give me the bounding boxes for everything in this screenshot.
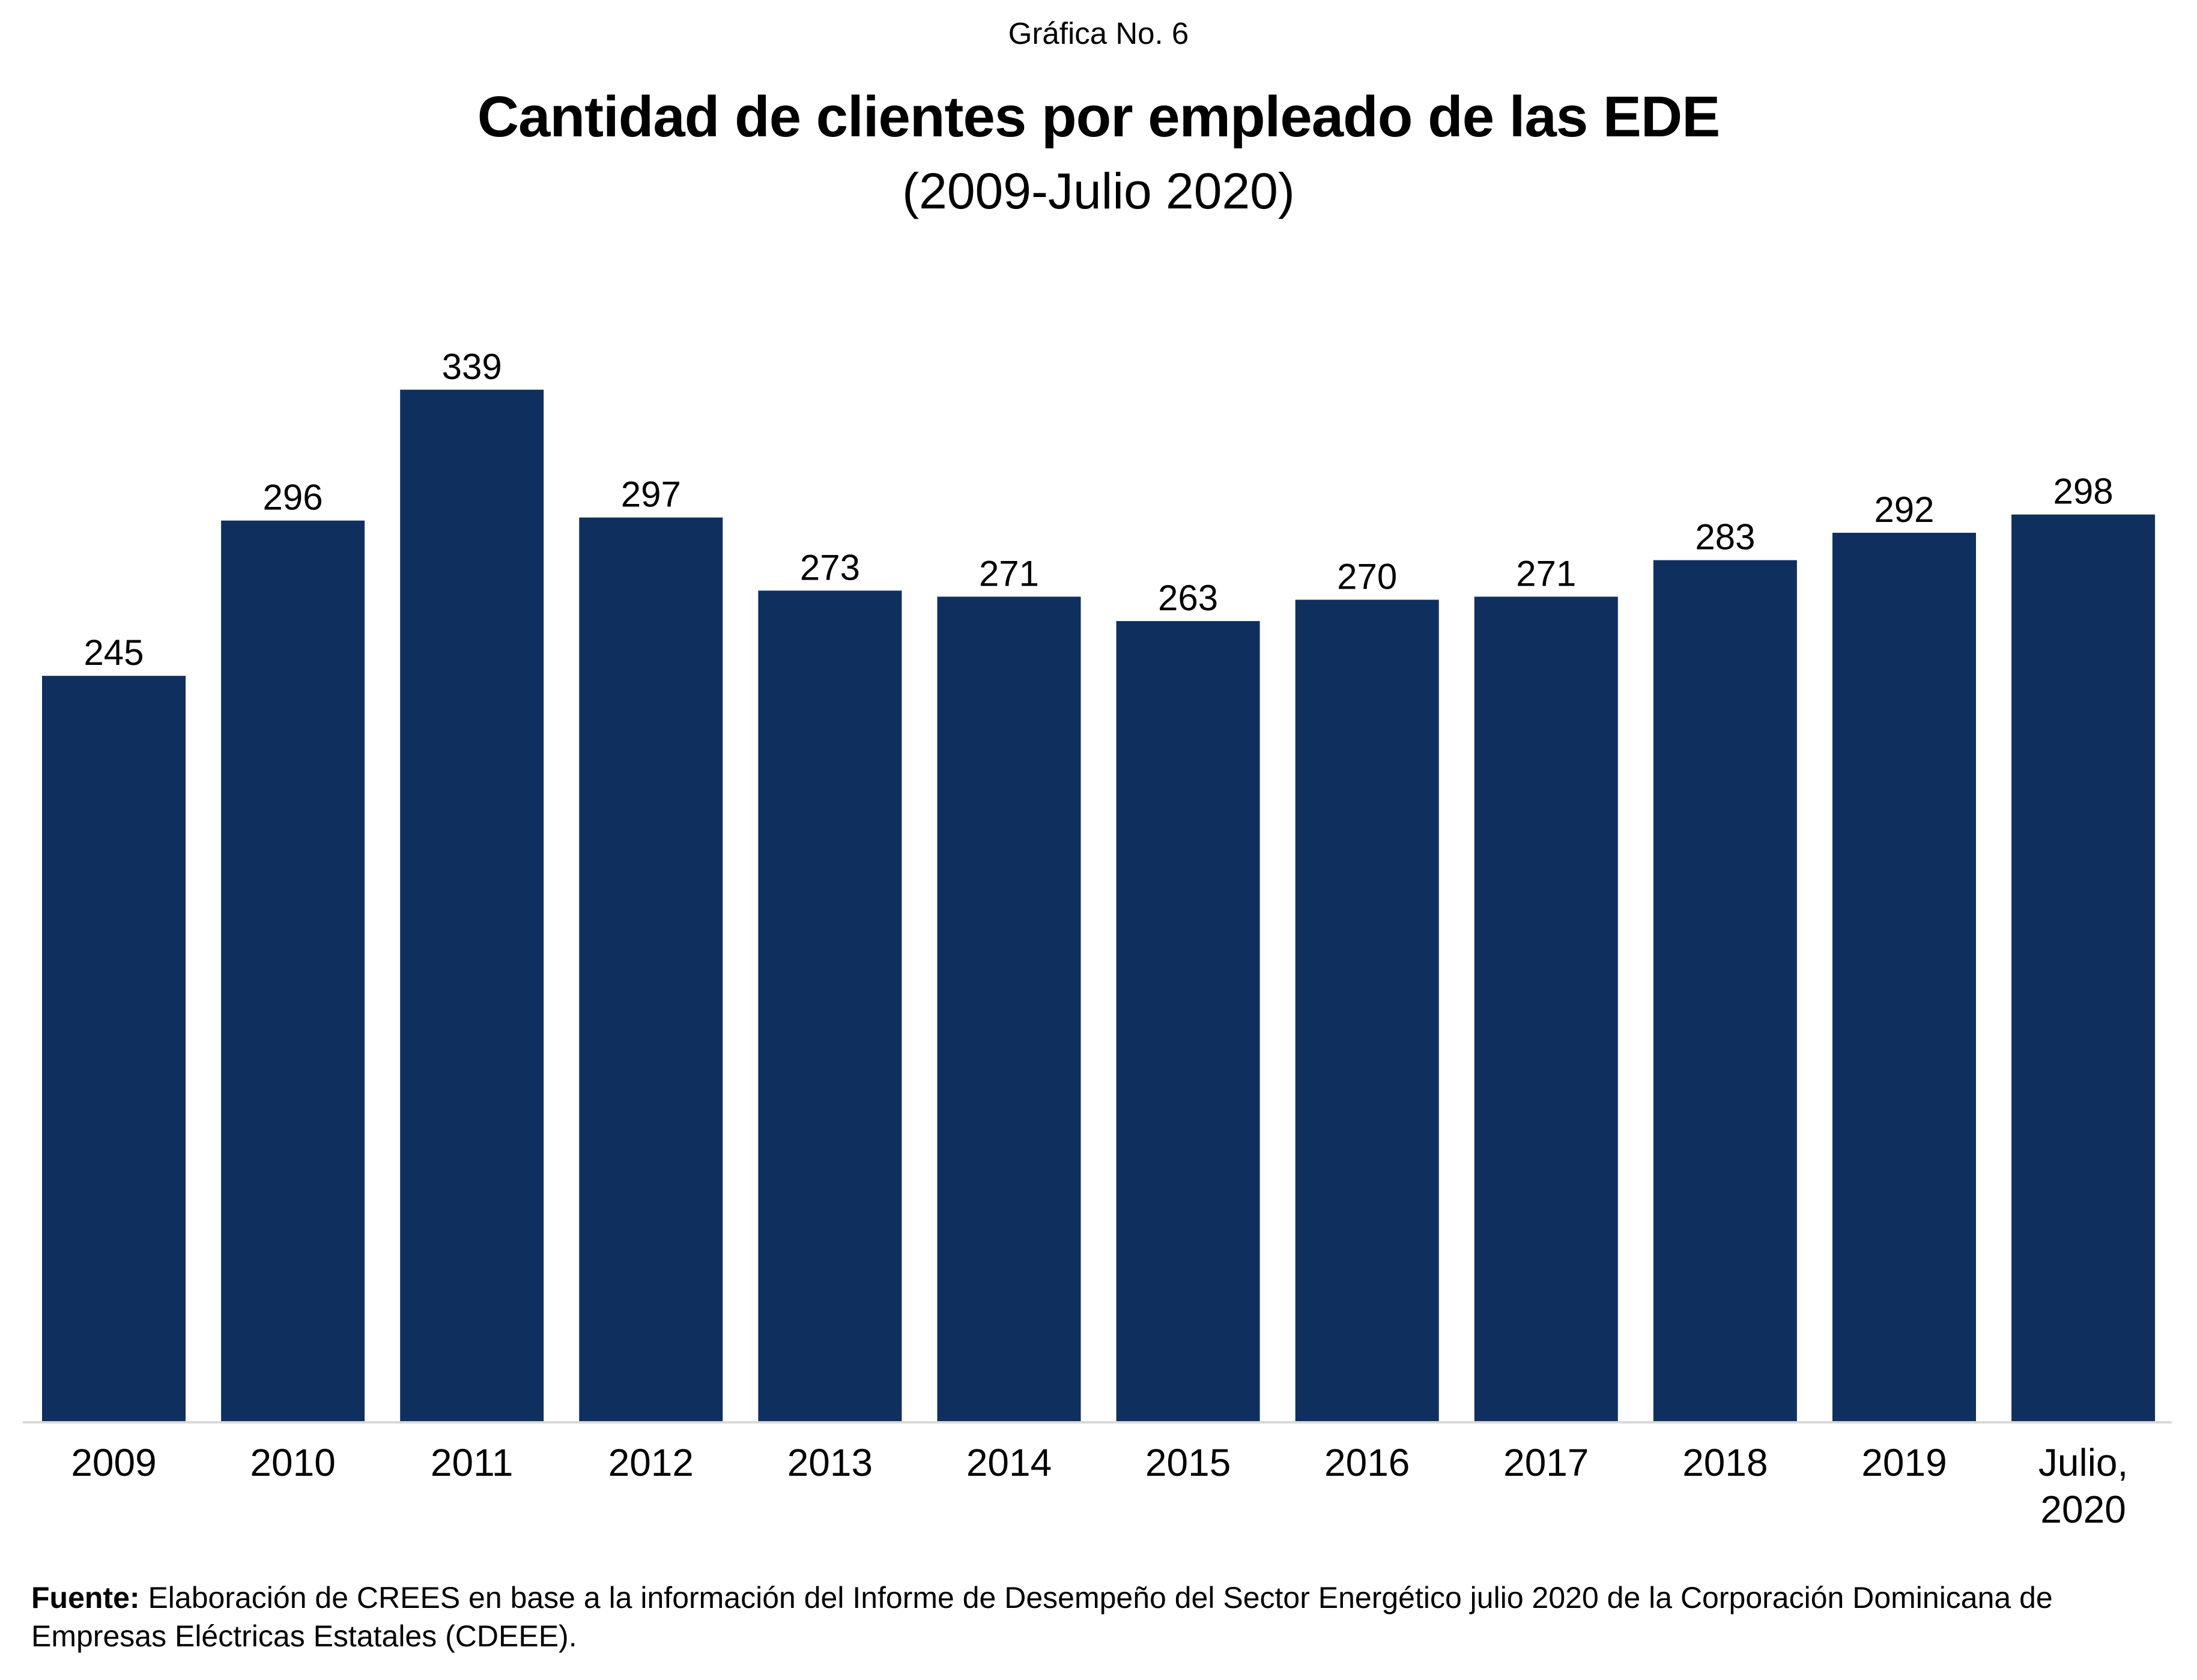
- bar-2017: [1474, 596, 1618, 1422]
- x-tick-label-line: 2014: [966, 1441, 1052, 1484]
- x-axis-tick-labels: 2009 2010 2011 2012 2013 2014 2015 2016 2017 2018…: [71, 1441, 2128, 1531]
- data-label: 263: [1158, 578, 1218, 618]
- x-tick-label: 2018: [1682, 1441, 1768, 1484]
- bar-2009: [42, 676, 186, 1422]
- x-tick-label: 2009: [71, 1441, 156, 1484]
- data-label: 283: [1695, 517, 1755, 557]
- bar-2019: [1832, 533, 1976, 1422]
- bar-2011: [400, 389, 544, 1422]
- footnote-text: Elaboración de CREES en base a la inform…: [31, 1581, 2053, 1653]
- data-label: 292: [1874, 490, 1934, 530]
- bar-2014: [937, 596, 1081, 1422]
- x-tick-label: 2015: [1145, 1441, 1231, 1484]
- bar-2016: [1295, 599, 1439, 1422]
- x-tick-label: 2013: [787, 1441, 873, 1484]
- bar-2018: [1653, 560, 1797, 1422]
- data-label: 339: [442, 347, 502, 387]
- x-tick-label-line: Julio,: [2038, 1441, 2128, 1484]
- data-label: 296: [263, 478, 323, 518]
- chart-number: Gráfica No. 6: [1008, 16, 1189, 50]
- x-tick-label-line: 2010: [250, 1441, 335, 1484]
- x-tick-label-line: 2017: [1503, 1441, 1589, 1484]
- data-label: 271: [979, 553, 1039, 593]
- bar-2013: [758, 590, 902, 1422]
- source-footnote: Fuente: Elaboración de CREES en base a l…: [31, 1578, 2169, 1655]
- bar-2015: [1116, 621, 1260, 1422]
- x-tick-label: 2011: [431, 1441, 514, 1484]
- data-label: 245: [83, 632, 144, 673]
- bar-julio-2020: [2011, 514, 2156, 1422]
- bar-2012: [579, 517, 723, 1422]
- x-tick-label: 2016: [1324, 1441, 1410, 1484]
- x-tick-label: 2017: [1503, 1441, 1589, 1484]
- x-tick-label-line: 2020: [2040, 1488, 2126, 1531]
- bar-2010: [221, 520, 365, 1422]
- x-tick-label-line: 2012: [608, 1441, 694, 1484]
- x-tick-label-line: 2018: [1682, 1441, 1768, 1484]
- x-tick-label-line: 2019: [1861, 1441, 1947, 1484]
- x-tick-label-line: 2013: [787, 1441, 873, 1484]
- chart-title: Cantidad de clientes por empleado de las…: [477, 85, 1721, 149]
- data-label: 297: [621, 475, 681, 515]
- footnote-label: Fuente:: [31, 1581, 140, 1615]
- x-tick-label-line: 2011: [431, 1441, 514, 1484]
- chart-subtitle: (2009-Julio 2020): [902, 163, 1295, 219]
- x-tick-label-line: 2015: [1145, 1441, 1231, 1484]
- data-label: 273: [800, 547, 860, 587]
- x-tick-label: Julio, 2020: [2038, 1441, 2128, 1531]
- data-label: 271: [1516, 553, 1576, 593]
- bars: [42, 389, 2156, 1422]
- data-label: 298: [2053, 472, 2114, 512]
- x-tick-label: 2010: [250, 1441, 335, 1484]
- x-tick-label: 2019: [1861, 1441, 1947, 1484]
- x-tick-label: 2014: [966, 1441, 1052, 1484]
- data-label: 270: [1337, 557, 1397, 597]
- x-tick-label-line: 2016: [1324, 1441, 1410, 1484]
- data-labels: 245 296 339 297 273 271 263 270 271 283 292 298: [83, 347, 2113, 673]
- x-tick-label: 2012: [608, 1441, 694, 1484]
- x-tick-label-line: 2009: [71, 1441, 156, 1484]
